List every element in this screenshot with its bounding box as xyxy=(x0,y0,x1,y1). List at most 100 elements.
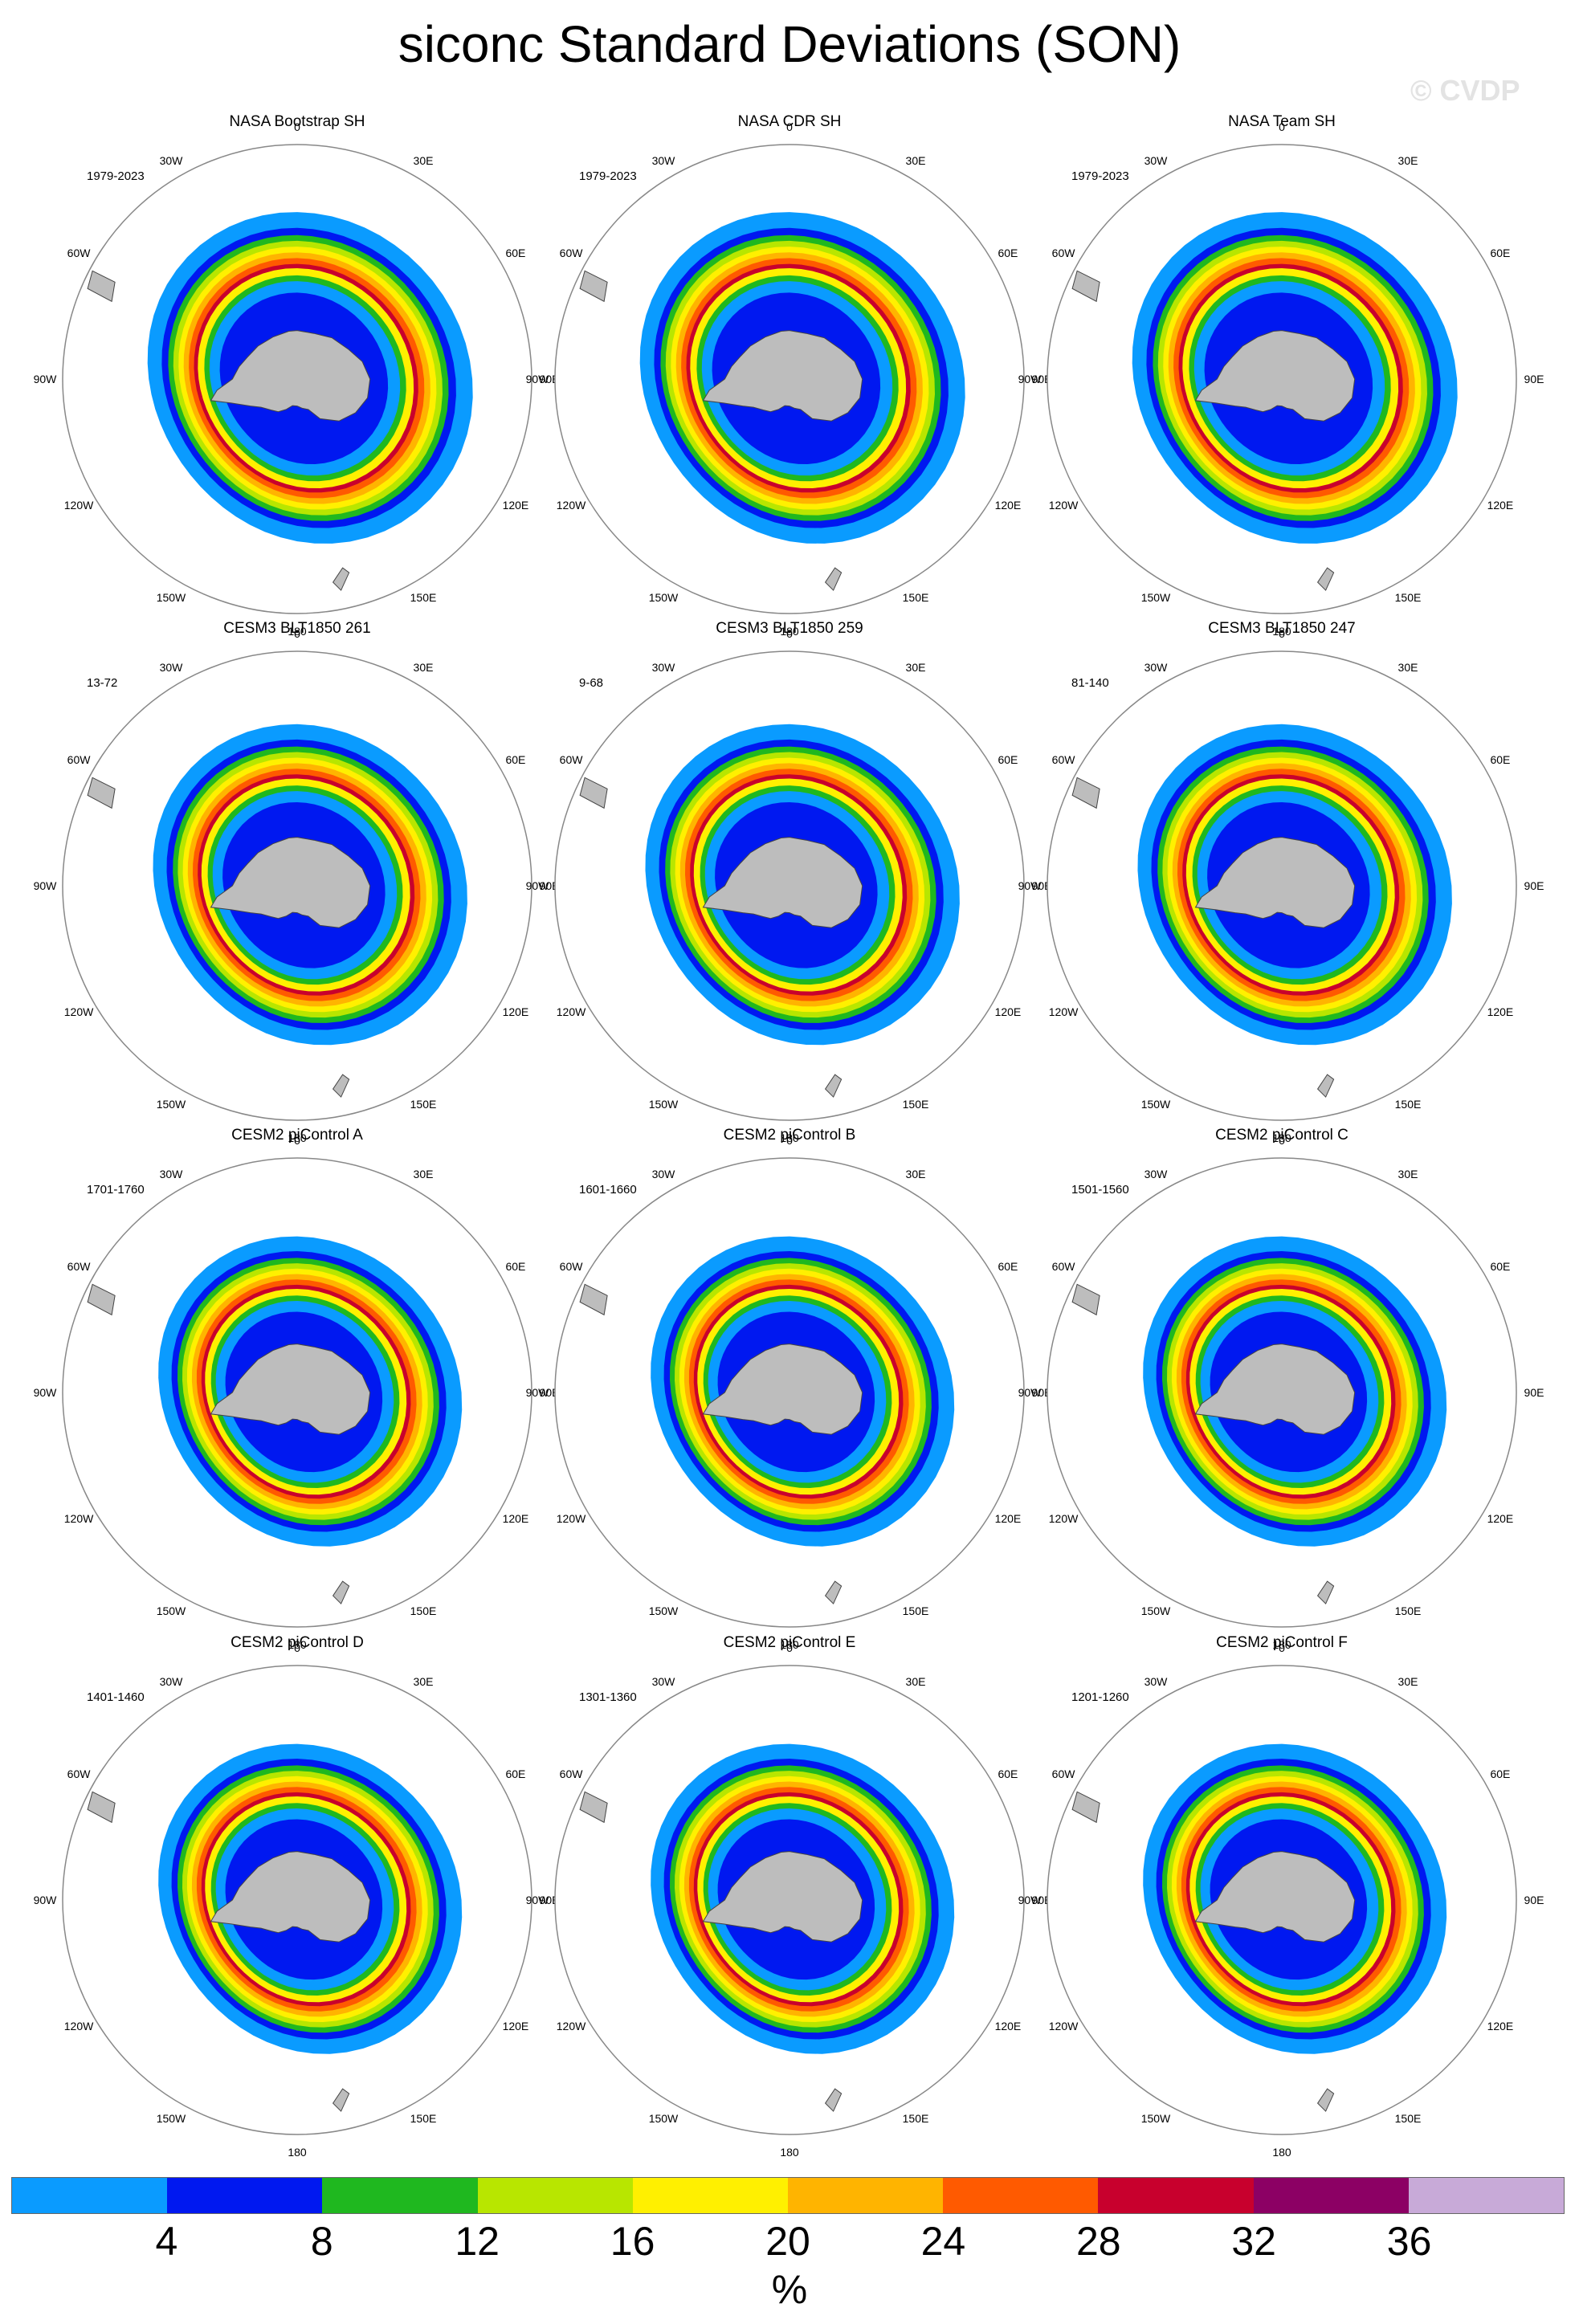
longitude-label: 150E xyxy=(1395,2112,1422,2125)
longitude-label: 120E xyxy=(503,1005,529,1018)
new-zealand-landmass xyxy=(1316,2088,1335,2112)
longitude-label: 90E xyxy=(1524,373,1544,385)
panel-years: 1201-1260 xyxy=(1071,1690,1129,1704)
longitude-label: 60E xyxy=(505,1260,525,1273)
colorbar-tick-label: 36 xyxy=(1386,2219,1432,2264)
longitude-label: 30W xyxy=(652,1168,676,1180)
longitude-label: 90E xyxy=(1032,1894,1052,1906)
south-america-landmass xyxy=(1071,1791,1100,1824)
panel-title: NASA Team SH xyxy=(1228,113,1336,130)
longitude-label: 90W xyxy=(34,879,58,892)
colorbar-segment xyxy=(1253,2178,1409,2213)
longitude-label: 60W xyxy=(560,1767,584,1780)
longitude-label: 60W xyxy=(67,753,92,766)
colorbar xyxy=(11,2177,1565,2214)
longitude-label: 150W xyxy=(1141,2112,1171,2125)
longitude-label: 120E xyxy=(995,1005,1022,1018)
longitude-label: 120W xyxy=(557,1512,586,1525)
figure-title: siconc Standard Deviations (SON) xyxy=(398,15,1181,73)
longitude-label: 0 xyxy=(786,1134,793,1147)
longitude-label: 60W xyxy=(67,1767,92,1780)
colorbar-segment xyxy=(12,2178,168,2213)
longitude-label: 30W xyxy=(160,154,184,167)
longitude-label: 30E xyxy=(414,661,434,674)
longitude-label: 150W xyxy=(157,2112,186,2125)
longitude-label: 180 xyxy=(780,1131,799,1144)
longitude-label: 0 xyxy=(294,627,300,640)
panel-title: CESM2 piControl C xyxy=(1215,1127,1348,1144)
longitude-label: 90E xyxy=(1032,1386,1052,1399)
longitude-label: 180 xyxy=(780,2146,799,2159)
south-america-landmass xyxy=(1071,777,1100,809)
antarctica-landmass xyxy=(1194,1343,1356,1435)
map-panel: NASA CDR SH 1979-2023 0 30E 60E 90E 120E 150E 18… xyxy=(526,113,1052,638)
longitude-label: 120W xyxy=(557,499,586,512)
longitude-label: 120W xyxy=(64,499,94,512)
new-zealand-landmass xyxy=(332,567,350,591)
colorbar-tick-label: 12 xyxy=(455,2219,500,2264)
longitude-label: 30E xyxy=(414,154,434,167)
longitude-label: 90W xyxy=(1018,1894,1042,1906)
longitude-label: 30W xyxy=(160,1168,184,1180)
panel-title: CESM2 piControl F xyxy=(1216,1634,1348,1651)
longitude-label: 30E xyxy=(906,154,926,167)
longitude-label: 150W xyxy=(649,591,679,604)
colorbar-segment xyxy=(477,2178,633,2213)
longitude-label: 60E xyxy=(505,247,525,259)
map-panel: CESM2 piControl E 1301-1360 0 30E 60E 90E 120E… xyxy=(526,1634,1052,2159)
longitude-label: 90E xyxy=(1032,879,1052,892)
longitude-label: 0 xyxy=(1279,627,1285,640)
panel-years: 1501-1560 xyxy=(1071,1183,1129,1197)
longitude-label: 60E xyxy=(1490,1260,1510,1273)
south-america-landmass xyxy=(87,1791,116,1824)
longitude-label: 30W xyxy=(652,661,676,674)
panel-title: CESM2 piControl A xyxy=(231,1127,363,1144)
new-zealand-landmass xyxy=(1316,1074,1335,1098)
longitude-label: 120E xyxy=(503,2020,529,2032)
new-zealand-landmass xyxy=(332,1580,350,1604)
longitude-label: 30W xyxy=(652,1675,676,1688)
longitude-label: 30E xyxy=(1398,1168,1418,1180)
longitude-label: 60W xyxy=(67,1260,92,1273)
colorbar-tick-label: 16 xyxy=(610,2219,655,2264)
longitude-label: 60W xyxy=(1052,1767,1076,1780)
panel-years: 1979-2023 xyxy=(579,169,637,183)
longitude-label: 30W xyxy=(1144,661,1169,674)
longitude-label: 30E xyxy=(906,1675,926,1688)
longitude-label: 120W xyxy=(64,1512,94,1525)
map-panel: CESM2 piControl D 1401-1460 0 30E 60E 90E 120E… xyxy=(34,1634,560,2159)
antarctica-landmass xyxy=(702,1343,863,1435)
longitude-label: 0 xyxy=(786,627,793,640)
longitude-label: 30E xyxy=(1398,661,1418,674)
map-panel: CESM2 piControl C 1501-1560 0 30E 60E 90E 120E… xyxy=(1018,1127,1544,1651)
longitude-label: 180 xyxy=(1272,1131,1291,1144)
longitude-label: 120E xyxy=(995,2020,1022,2032)
longitude-label: 120E xyxy=(503,1512,529,1525)
colorbar-segment xyxy=(1098,2178,1254,2213)
south-america-landmass xyxy=(579,777,608,809)
longitude-label: 90W xyxy=(1018,373,1042,385)
longitude-label: 120E xyxy=(503,499,529,512)
antarctica-landmass xyxy=(210,330,371,422)
colorbar-segment xyxy=(943,2178,1099,2213)
panel-title: CESM3 BLT1850 247 xyxy=(1208,620,1355,637)
panel-years: 81-140 xyxy=(1071,676,1109,690)
longitude-label: 90E xyxy=(1524,879,1544,892)
antarctica-landmass xyxy=(1194,837,1356,928)
longitude-label: 180 xyxy=(1272,625,1291,638)
longitude-label: 90E xyxy=(540,373,560,385)
colorbar-segment xyxy=(788,2178,944,2213)
longitude-label: 120E xyxy=(1487,1512,1514,1525)
panel-years: 9-68 xyxy=(579,676,603,690)
south-america-landmass xyxy=(87,777,116,809)
longitude-label: 30W xyxy=(160,1675,184,1688)
panel-years: 1701-1760 xyxy=(87,1183,145,1197)
longitude-label: 60E xyxy=(1490,753,1510,766)
longitude-label: 150E xyxy=(1395,591,1422,604)
south-america-landmass xyxy=(1071,270,1100,303)
longitude-label: 150E xyxy=(903,591,929,604)
longitude-label: 180 xyxy=(1272,1638,1291,1651)
antarctica-landmass xyxy=(702,330,863,422)
south-america-landmass xyxy=(579,1791,608,1824)
longitude-label: 90W xyxy=(34,373,58,385)
